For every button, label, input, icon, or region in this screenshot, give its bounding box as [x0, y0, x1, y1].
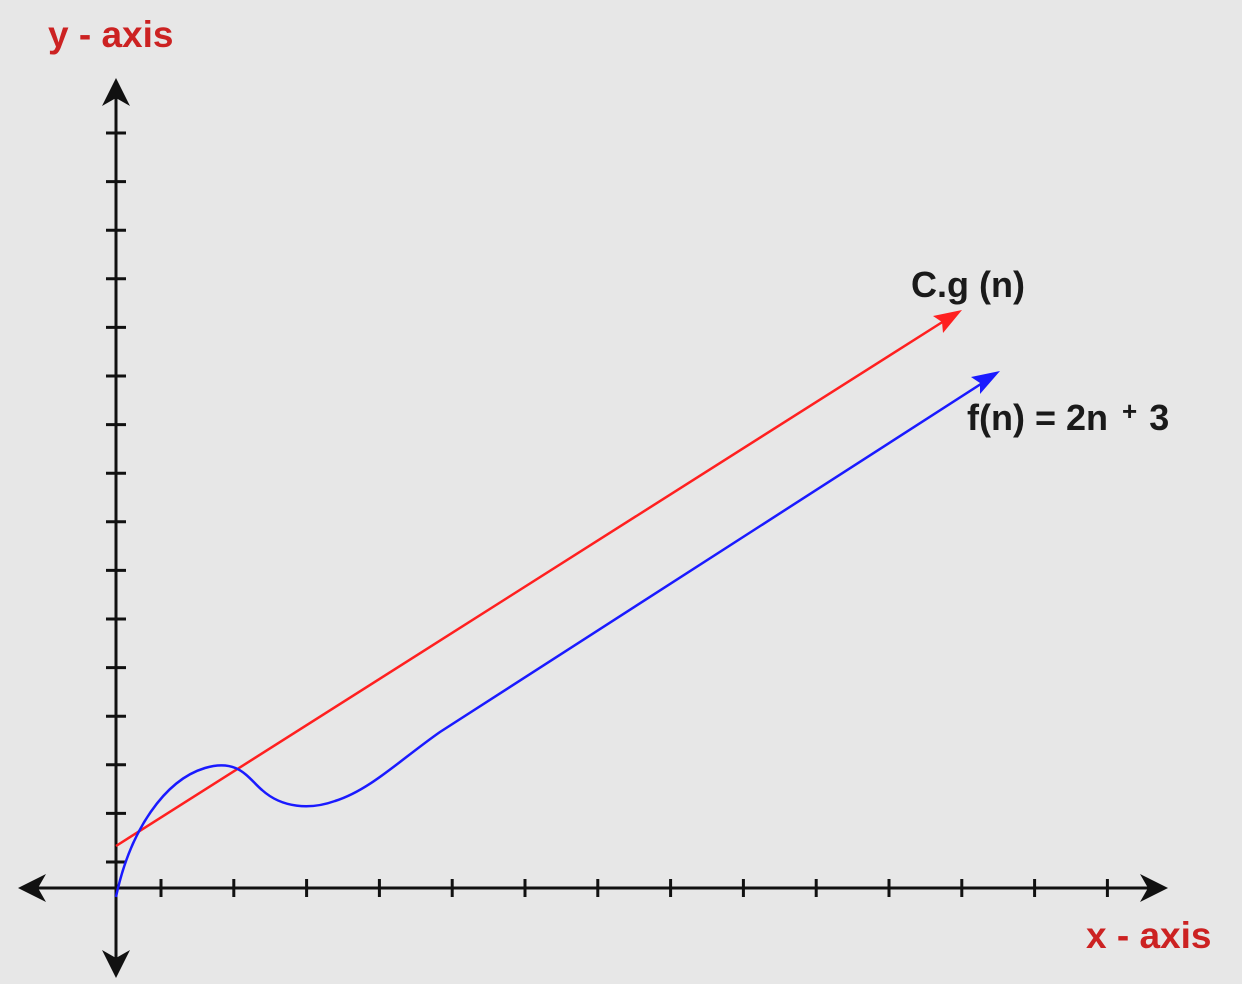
lower-curve-label-tail: 3	[1149, 397, 1169, 438]
x-axis-label: x - axis	[1086, 915, 1211, 956]
axes	[30, 90, 1158, 968]
upper-bound-arrowhead-icon	[933, 310, 962, 333]
y-axis-ticks	[106, 131, 126, 864]
y-axis-up-arrow-icon	[102, 78, 130, 106]
function-curve-f-n	[114, 380, 985, 898]
lower-curve-label-plus: +	[1122, 396, 1137, 426]
axis-arrowheads	[18, 78, 1168, 978]
x-axis-left-arrow-icon	[18, 874, 46, 902]
lower-curve-label-main: f(n) = 2n	[967, 397, 1108, 438]
function-arrowhead-icon	[971, 371, 1000, 394]
upper-bound-line-cg-n	[115, 319, 945, 848]
upper-curve-label: C.g (n)	[911, 264, 1025, 305]
x-axis-right-arrow-icon	[1140, 874, 1168, 902]
lower-curve-label: f(n) = 2n + 3	[967, 387, 1169, 438]
y-axis-down-arrow-icon	[102, 950, 130, 978]
x-axis-ticks	[159, 879, 1109, 897]
y-axis-label: y - axis	[48, 14, 173, 55]
